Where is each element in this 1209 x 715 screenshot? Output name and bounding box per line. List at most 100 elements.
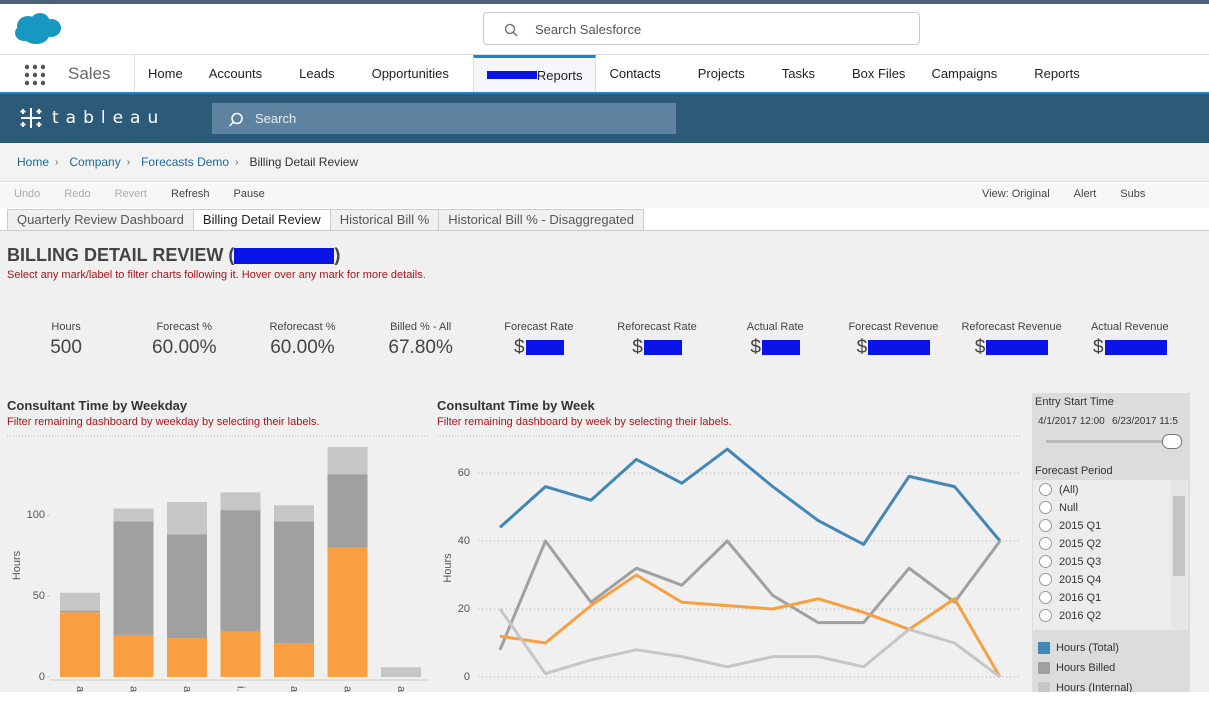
sheet-tab[interactable]: Historical Bill % bbox=[329, 209, 440, 231]
kpi: Actual Revenue $ bbox=[1071, 321, 1189, 359]
title-paren: ) bbox=[334, 245, 341, 265]
toolbar-button[interactable]: Pause bbox=[228, 188, 265, 200]
nav-label: Contacts bbox=[609, 66, 661, 81]
nav-item[interactable]: Reports bbox=[1021, 55, 1104, 92]
toolbar-button[interactable]: Subs bbox=[1114, 188, 1145, 200]
search-placeholder: Search bbox=[255, 111, 297, 126]
nav-label: Home bbox=[148, 66, 183, 81]
date-slider-track bbox=[1046, 440, 1171, 443]
kpi: Reforecast Rate $ bbox=[598, 321, 716, 359]
radio bbox=[1039, 609, 1052, 622]
nav-item[interactable]: Tasks bbox=[769, 55, 839, 92]
kpi: Forecast % 60.00% bbox=[125, 321, 243, 359]
tableau-mark[interactable] bbox=[18, 105, 44, 131]
sheet-tabs: Quarterly Review Dashboard Billing Detail… bbox=[7, 209, 644, 231]
legend-swatch[interactable] bbox=[1038, 682, 1050, 694]
salesforce-logo[interactable] bbox=[14, 12, 62, 46]
nav-item[interactable]: Leads bbox=[286, 55, 358, 92]
kpi-label: Reforecast Rate bbox=[617, 321, 697, 333]
sheet-tab[interactable]: Billing Detail Review bbox=[192, 209, 331, 231]
kpi-label: Forecast Revenue bbox=[848, 321, 939, 333]
kpi-label: Forecast Rate bbox=[504, 321, 574, 333]
kpi-number: 67.80% bbox=[388, 337, 453, 358]
kpi-label: Forecast % bbox=[156, 321, 213, 333]
search-placeholder: Search Salesforce bbox=[535, 22, 642, 37]
crumb[interactable]: Company bbox=[64, 155, 120, 169]
kpi-number: $ bbox=[514, 337, 525, 358]
toolbar-label: Revert bbox=[114, 188, 147, 200]
toolbar-button[interactable]: Alert bbox=[1068, 188, 1097, 200]
app-name: Sales bbox=[68, 64, 111, 83]
kpi-number: $ bbox=[974, 337, 986, 358]
nav-label: Reports bbox=[536, 67, 583, 83]
toolbar-label: Subs bbox=[1120, 188, 1146, 200]
legend-label[interactable]: Hours Billed bbox=[1056, 662, 1116, 674]
toolbar-label: Pause bbox=[233, 188, 265, 200]
option-label: 2015 Q2 bbox=[1059, 537, 1102, 550]
toolbar-button[interactable]: Refresh bbox=[165, 188, 210, 200]
legend-label[interactable]: Hours (Total) bbox=[1056, 642, 1119, 654]
nav-item[interactable]: Opportunities bbox=[359, 55, 473, 92]
toolbar-button: Redo bbox=[58, 188, 90, 200]
period-option[interactable]: Null bbox=[1039, 501, 1078, 514]
radio bbox=[1039, 555, 1052, 568]
toolbar-button[interactable]: View: Original bbox=[976, 188, 1050, 200]
nav-items: Home Accounts Leads Opportunities Reports Con… bbox=[134, 55, 1104, 92]
nav-item[interactable]: Box Files bbox=[839, 55, 918, 92]
redaction bbox=[486, 71, 537, 79]
period-option[interactable]: 2016 Q2 bbox=[1039, 609, 1101, 622]
toolbar-label: View: Original bbox=[982, 188, 1050, 200]
chart-title: Consultant Time by Week bbox=[437, 398, 595, 413]
kpi-value: $ bbox=[1071, 337, 1189, 359]
period-option[interactable]: 2015 Q1 bbox=[1039, 519, 1101, 532]
sheet-tab[interactable]: Historical Bill % - Disaggregated bbox=[438, 209, 644, 231]
period-option[interactable]: 2015 Q4 bbox=[1039, 573, 1101, 586]
tableau-search[interactable]: Search bbox=[212, 103, 676, 134]
kpi-value: $ bbox=[716, 337, 834, 359]
app-launcher[interactable] bbox=[24, 64, 46, 86]
period-option[interactable]: (All) bbox=[1039, 483, 1079, 496]
dashboard: BILLING DETAIL REVIEW () Select any mark… bbox=[0, 230, 1209, 693]
global-search[interactable]: Search Salesforce bbox=[483, 12, 920, 45]
tableau-bar: tableau Search bbox=[0, 94, 1209, 143]
kpi-number: $ bbox=[856, 337, 868, 358]
title-paren: ( bbox=[228, 245, 235, 265]
kpi-number: $ bbox=[632, 337, 643, 358]
radio bbox=[1039, 537, 1052, 550]
kpi-value: 500 bbox=[7, 337, 125, 359]
kpi-value: $ bbox=[598, 337, 716, 359]
redaction bbox=[986, 340, 1049, 356]
nav-item[interactable]: Contacts bbox=[596, 55, 684, 92]
filter-title: Forecast Period bbox=[1035, 465, 1113, 477]
nav-label: Reports bbox=[1034, 66, 1080, 81]
kpi: Forecast Rate $ bbox=[480, 321, 598, 359]
date-slider-handle[interactable] bbox=[1162, 434, 1182, 449]
page-bottom bbox=[0, 692, 1209, 715]
period-option[interactable]: 2015 Q2 bbox=[1039, 537, 1101, 550]
redaction bbox=[525, 340, 564, 356]
redaction bbox=[234, 248, 335, 265]
legend-swatch[interactable] bbox=[1038, 662, 1050, 674]
nav-item[interactable]: Projects bbox=[685, 55, 769, 92]
option-label: (All) bbox=[1059, 483, 1079, 496]
nav-item[interactable]: Accounts bbox=[196, 55, 286, 92]
nav-item[interactable]: Campaigns bbox=[918, 55, 1021, 92]
nav-item[interactable]: Home bbox=[135, 55, 196, 92]
toolbar-right: View: Original Alert Subs bbox=[976, 188, 1145, 200]
nav-item[interactable]: Reports bbox=[472, 55, 597, 92]
period-option[interactable]: 2015 Q3 bbox=[1039, 555, 1101, 568]
toolbar-label: Refresh bbox=[171, 188, 210, 200]
scroll-thumb[interactable] bbox=[1173, 496, 1185, 576]
legend-swatch[interactable] bbox=[1038, 642, 1050, 654]
crumb[interactable]: Home bbox=[17, 155, 49, 169]
kpi: Actual Rate $ bbox=[716, 321, 834, 359]
kpi: Forecast Revenue $ bbox=[834, 321, 952, 359]
legend-label[interactable]: Hours (Internal) bbox=[1056, 682, 1133, 694]
crumb[interactable]: Forecasts Demo bbox=[136, 155, 229, 169]
crumb-label: Forecasts Demo bbox=[141, 155, 230, 169]
sheet-tab[interactable]: Quarterly Review Dashboard bbox=[7, 209, 194, 231]
period-option[interactable]: 2016 Q1 bbox=[1039, 591, 1101, 604]
title-text: BILLING DETAIL REVIEW bbox=[7, 245, 224, 265]
kpi-value: 60.00% bbox=[125, 337, 243, 359]
